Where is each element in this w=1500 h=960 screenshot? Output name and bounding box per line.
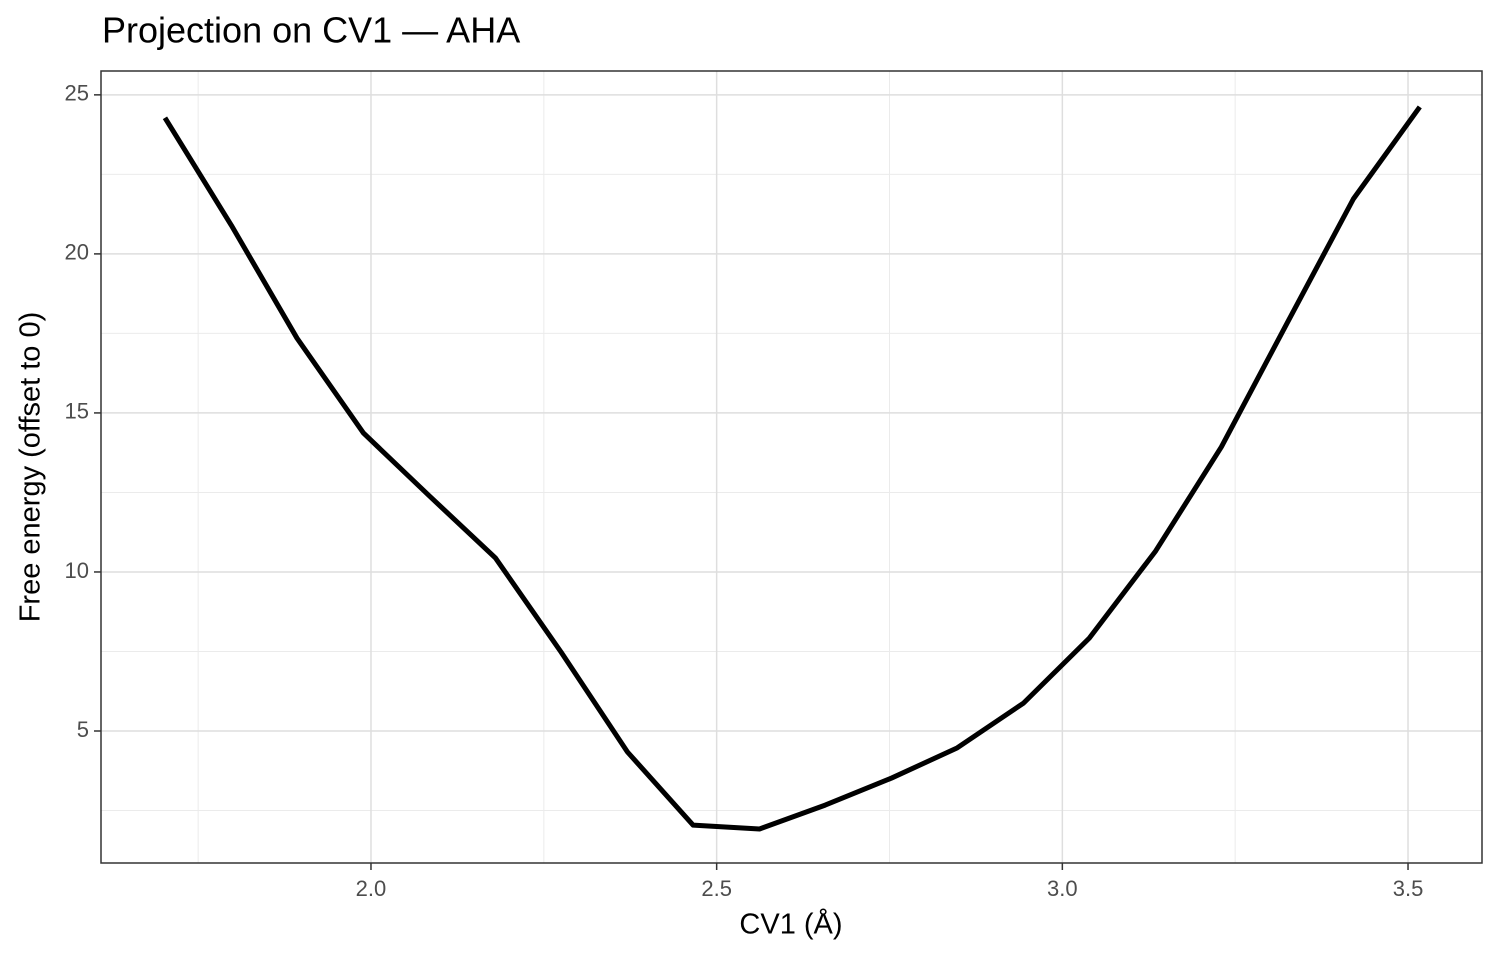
y-tick-label: 25: [65, 81, 89, 106]
plot-border: [100, 70, 1483, 864]
line: [162, 105, 1422, 832]
x-tick-label: 2.5: [701, 876, 732, 901]
chart-title: Projection on CV1 — AHA: [102, 10, 520, 51]
y-tick-label: 15: [65, 399, 89, 424]
y-tick-label: 20: [65, 240, 89, 265]
y-axis-label: Free energy (offset to 0): [15, 312, 47, 623]
y-tick-label: 10: [65, 558, 89, 583]
x-axis-label: CV1 (Å): [739, 908, 842, 941]
x-tick-label: 3.0: [1047, 876, 1078, 901]
y-tick-label: 5: [77, 717, 89, 742]
x-tick-label: 2.0: [356, 876, 387, 901]
x-tick-label: 3.5: [1393, 876, 1424, 901]
